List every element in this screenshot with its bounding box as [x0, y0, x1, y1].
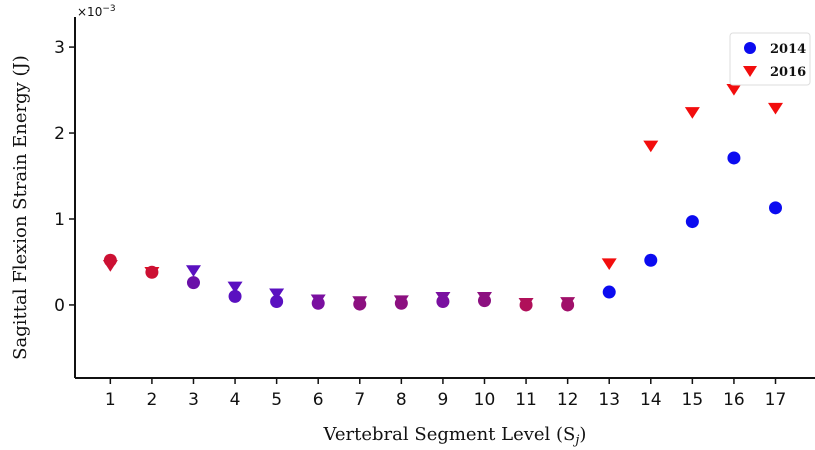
x-tick-label: 5: [271, 390, 282, 410]
point-2016: [185, 265, 201, 277]
point-2014: [103, 253, 117, 267]
x-tick-label: 9: [438, 390, 449, 410]
x-tick-label: 13: [598, 390, 620, 410]
y-axis-label: Sagittal Flexion Strain Energy (J): [10, 55, 31, 360]
x-tick-label: 10: [474, 390, 496, 410]
y-tick-label: 3: [54, 38, 65, 58]
x-tick-label: 2: [146, 390, 157, 410]
point-2014: [145, 265, 159, 279]
x-tick-label: 12: [557, 390, 579, 410]
x-tick-label: 14: [640, 390, 662, 410]
point-2014: [311, 296, 325, 310]
point-2016: [227, 281, 243, 294]
point-2016: [726, 83, 742, 96]
point-2014: [602, 285, 616, 299]
legend: 2014 2016: [729, 32, 811, 86]
x-tick-label: 1: [105, 390, 116, 410]
legend-label-2016: 2016: [770, 65, 806, 80]
point-2014: [186, 276, 200, 290]
point-2016: [684, 107, 700, 119]
point-2014: [561, 298, 575, 312]
point-2014: [270, 295, 284, 309]
x-tick-label: 7: [354, 390, 365, 410]
point-2014: [228, 289, 242, 303]
legend-marker-2016: [743, 66, 757, 77]
point-2016: [643, 140, 659, 153]
x-tick-label: 3: [188, 390, 199, 410]
point-2016: [269, 288, 285, 301]
x-tick-label: 16: [723, 390, 745, 410]
plot-area: [102, 83, 784, 312]
point-2014: [685, 215, 699, 229]
point-2016: [768, 102, 784, 115]
point-2014: [727, 151, 741, 165]
x-tick-label: 6: [313, 390, 324, 410]
point-2016: [601, 258, 617, 271]
x-tick-label: 15: [682, 390, 704, 410]
y-tick-label: 1: [54, 210, 65, 230]
y-tick-label: 0: [54, 296, 65, 316]
x-tick-label: 17: [765, 390, 787, 410]
y-tick-label: 2: [54, 124, 65, 144]
point-2014: [436, 295, 450, 309]
point-2014: [519, 298, 533, 312]
x-tick-label: 11: [515, 390, 537, 410]
legend-marker-2014: [744, 42, 756, 54]
x-axis-label: Vertebral Segment Level (Sj): [323, 424, 587, 448]
point-2014: [644, 253, 658, 267]
point-2014: [477, 294, 491, 308]
y-exponent-label: ×10−3: [77, 4, 116, 19]
point-2014: [394, 296, 408, 310]
x-tick-label: 8: [396, 390, 407, 410]
point-2014: [769, 201, 783, 215]
point-2014: [353, 297, 367, 311]
x-tick-label: 4: [230, 390, 241, 410]
legend-label-2014: 2014: [770, 42, 806, 57]
